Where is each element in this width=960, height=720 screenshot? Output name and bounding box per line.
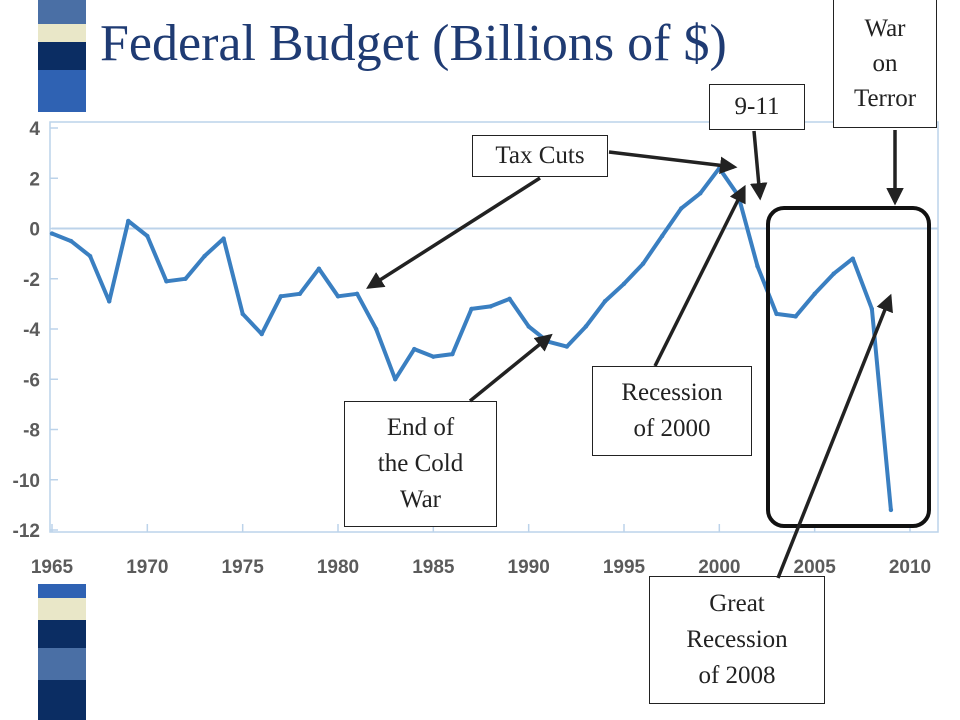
annotation-text-nine-eleven: 9-11 — [734, 92, 780, 120]
y-tick-label: 2 — [29, 169, 40, 190]
data-point — [145, 233, 150, 239]
annotation-text-tax-cuts: Tax Cuts — [495, 141, 585, 169]
y-tick-label: -8 — [23, 421, 40, 442]
data-point — [49, 231, 55, 236]
data-point — [259, 331, 264, 337]
x-tick-label: 1965 — [31, 557, 74, 578]
data-point — [679, 206, 684, 211]
data-point — [507, 296, 512, 302]
y-tick-label: -4 — [23, 320, 40, 341]
data-point — [774, 311, 779, 317]
annotation-nine-eleven: 9-11 — [709, 84, 805, 130]
data-point — [869, 306, 875, 312]
data-point — [717, 166, 722, 171]
x-tick-label: 1990 — [508, 557, 550, 578]
data-point — [240, 311, 245, 317]
data-point — [850, 256, 855, 261]
decorative-stripe-top — [0, 0, 94, 112]
annotation-war-on-terror: War on Terror — [833, 0, 937, 128]
data-point — [278, 294, 283, 299]
y-tick-label: 4 — [29, 119, 40, 140]
annotation-recession-2000: Recession of 2000 — [592, 366, 752, 456]
annotation-text-recession-2000: Recession of 2000 — [621, 378, 723, 442]
data-point — [755, 263, 760, 269]
annotation-text-end-cold-war: End of the Cold War — [377, 413, 464, 514]
data-point — [221, 236, 226, 241]
data-point — [831, 271, 836, 276]
data-point — [659, 233, 665, 239]
annotation-text-war-on-terror: War on Terror — [853, 14, 917, 112]
data-point — [526, 324, 531, 329]
data-point — [793, 314, 798, 319]
data-point — [68, 238, 74, 244]
x-tick-label: 1970 — [126, 557, 168, 578]
data-point — [126, 218, 131, 224]
y-tick-label: -6 — [23, 370, 40, 391]
data-point — [621, 281, 627, 286]
data-point — [736, 193, 741, 199]
data-point — [431, 354, 436, 359]
data-point — [698, 191, 703, 196]
data-point — [602, 299, 608, 304]
data-point — [183, 276, 188, 281]
slide-title: Federal Budget (Billions of $) — [100, 15, 727, 72]
data-point — [545, 339, 550, 344]
data-point — [316, 266, 322, 271]
x-tick-label: 1985 — [412, 557, 455, 578]
data-point — [297, 291, 303, 297]
data-point — [488, 304, 493, 309]
annotation-tax-cuts: Tax Cuts — [472, 135, 608, 177]
x-tick-label: 2010 — [889, 557, 931, 578]
data-point — [202, 253, 207, 259]
y-tick-label: 0 — [29, 220, 40, 241]
x-tick-label: 1995 — [603, 557, 646, 578]
y-tick-label: -2 — [23, 270, 40, 291]
y-tick-label: -12 — [13, 521, 40, 542]
x-tick-label: 2005 — [794, 557, 837, 578]
x-tick-label: 1980 — [317, 557, 359, 578]
annotation-end-cold-war: End of the Cold War — [344, 401, 497, 527]
data-point — [107, 299, 112, 304]
data-point — [335, 294, 341, 299]
data-point — [469, 306, 474, 312]
data-point — [583, 324, 589, 329]
data-point — [354, 291, 360, 297]
data-point — [812, 291, 817, 297]
data-point — [164, 279, 169, 284]
data-point — [640, 261, 646, 266]
data-point — [393, 377, 398, 382]
annotation-text-great-recession: Great Recession of 2008 — [686, 589, 788, 690]
x-tick-label: 2000 — [698, 557, 740, 578]
data-point — [450, 351, 455, 357]
y-tick-label: -10 — [13, 471, 40, 492]
annotation-great-recession: Great Recession of 2008 — [649, 576, 825, 704]
data-point — [412, 346, 417, 352]
x-tick-label: 1975 — [222, 557, 265, 578]
data-point — [888, 507, 894, 513]
data-point — [564, 344, 569, 349]
decorative-stripe-bottom — [0, 584, 94, 720]
data-point — [373, 326, 379, 332]
data-point — [87, 253, 93, 259]
plot-frame — [49, 121, 939, 533]
